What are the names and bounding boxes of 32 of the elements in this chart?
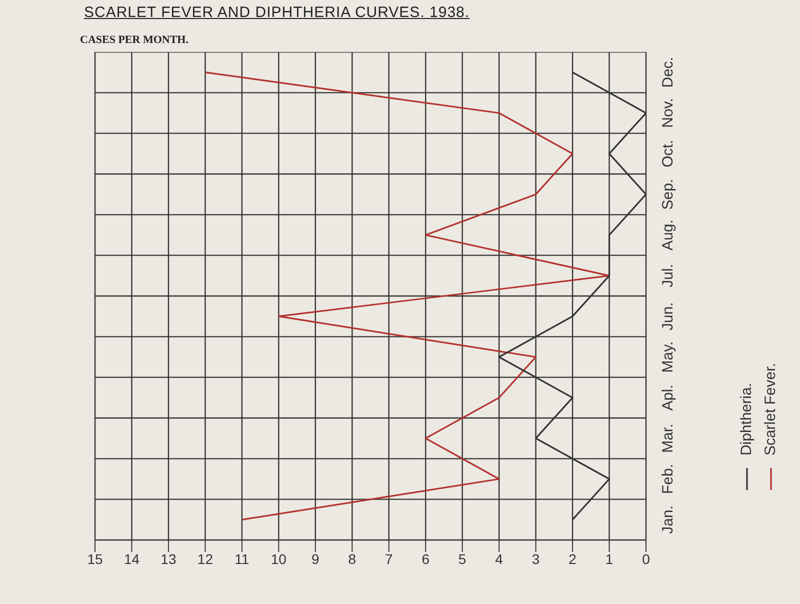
y-tick-label: Mar. [660,424,676,453]
x-tick-label: 15 [87,550,103,567]
x-tick-label: 6 [422,550,430,567]
y-tick-label: Apl. [660,384,676,411]
y-tick-label: Feb. [660,464,676,494]
y-tick-label: Jan. [660,505,676,534]
y-tick-label: Jun. [660,302,676,331]
x-tick-label: 7 [384,550,393,567]
chart-title: SCARLET FEVER AND DIPHTHERIA CURVES. 1938. [84,4,470,21]
text: Scarlet Fever. [762,363,780,456]
x-tick-label: 9 [312,550,320,567]
x-tick-label: 14 [124,550,140,567]
text: Diphtheria. [738,383,756,456]
y-tick-label: Oct. [660,140,676,168]
y-tick-label: Sep. [660,178,676,210]
x-tick-label: 8 [348,550,356,567]
x-tick-label: 1 [605,550,614,567]
x-tick-label: 12 [197,550,214,567]
x-tick-label: 11 [234,550,250,567]
x-tick-label: 10 [270,550,287,567]
x-tick-label: 3 [532,550,540,567]
y-tick-label: May. [660,341,676,373]
x-tick-label: 13 [160,550,176,567]
x-tick-label: 0 [642,550,650,567]
x-tick-label: 5 [458,550,466,567]
y-tick-label: Jul. [660,264,676,288]
y-tick-label: Dec. [660,56,676,88]
x-tick-label: 4 [495,550,504,567]
x-tick-label: 2 [568,550,577,567]
y-tick-label: Nov. [660,98,676,128]
y-tick-label: Aug. [660,220,676,250]
y-axis-title: CASES PER MONTH. [80,34,188,46]
